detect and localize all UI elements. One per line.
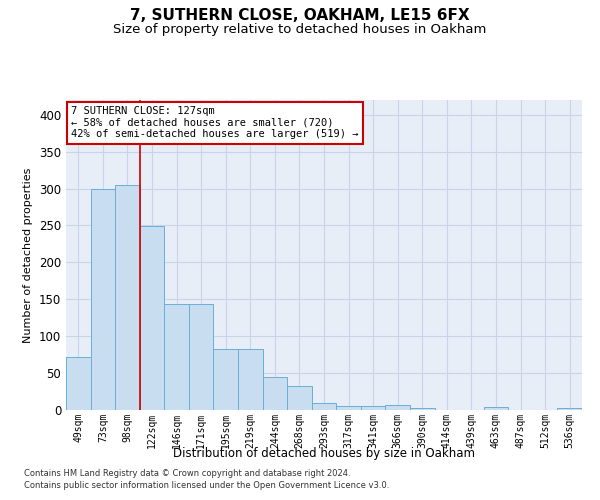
Bar (189, 304, 214, 410)
Bar (312, 404, 336, 410)
Text: Contains HM Land Registry data © Crown copyright and database right 2024.: Contains HM Land Registry data © Crown c… (24, 468, 350, 477)
Bar (336, 406, 361, 410)
Bar (140, 226, 164, 410)
Bar (287, 386, 312, 410)
Bar (66, 357, 91, 410)
Text: Size of property relative to detached houses in Oakham: Size of property relative to detached ho… (113, 22, 487, 36)
Text: 7 SUTHERN CLOSE: 127sqm
← 58% of detached houses are smaller (720)
42% of semi-d: 7 SUTHERN CLOSE: 127sqm ← 58% of detache… (71, 106, 359, 140)
Text: Contains public sector information licensed under the Open Government Licence v3: Contains public sector information licen… (24, 481, 389, 490)
Bar (385, 405, 410, 410)
Text: Distribution of detached houses by size in Oakham: Distribution of detached houses by size … (173, 448, 475, 460)
Bar (361, 406, 385, 410)
Bar (164, 304, 189, 410)
Bar (214, 348, 238, 410)
Bar (557, 408, 582, 410)
Y-axis label: Number of detached properties: Number of detached properties (23, 168, 34, 342)
Bar (484, 407, 508, 410)
Bar (410, 408, 434, 410)
Bar (263, 377, 287, 410)
Text: 7, SUTHERN CLOSE, OAKHAM, LE15 6FX: 7, SUTHERN CLOSE, OAKHAM, LE15 6FX (130, 8, 470, 22)
Bar (238, 348, 263, 410)
Bar (115, 185, 140, 410)
Bar (91, 188, 115, 410)
